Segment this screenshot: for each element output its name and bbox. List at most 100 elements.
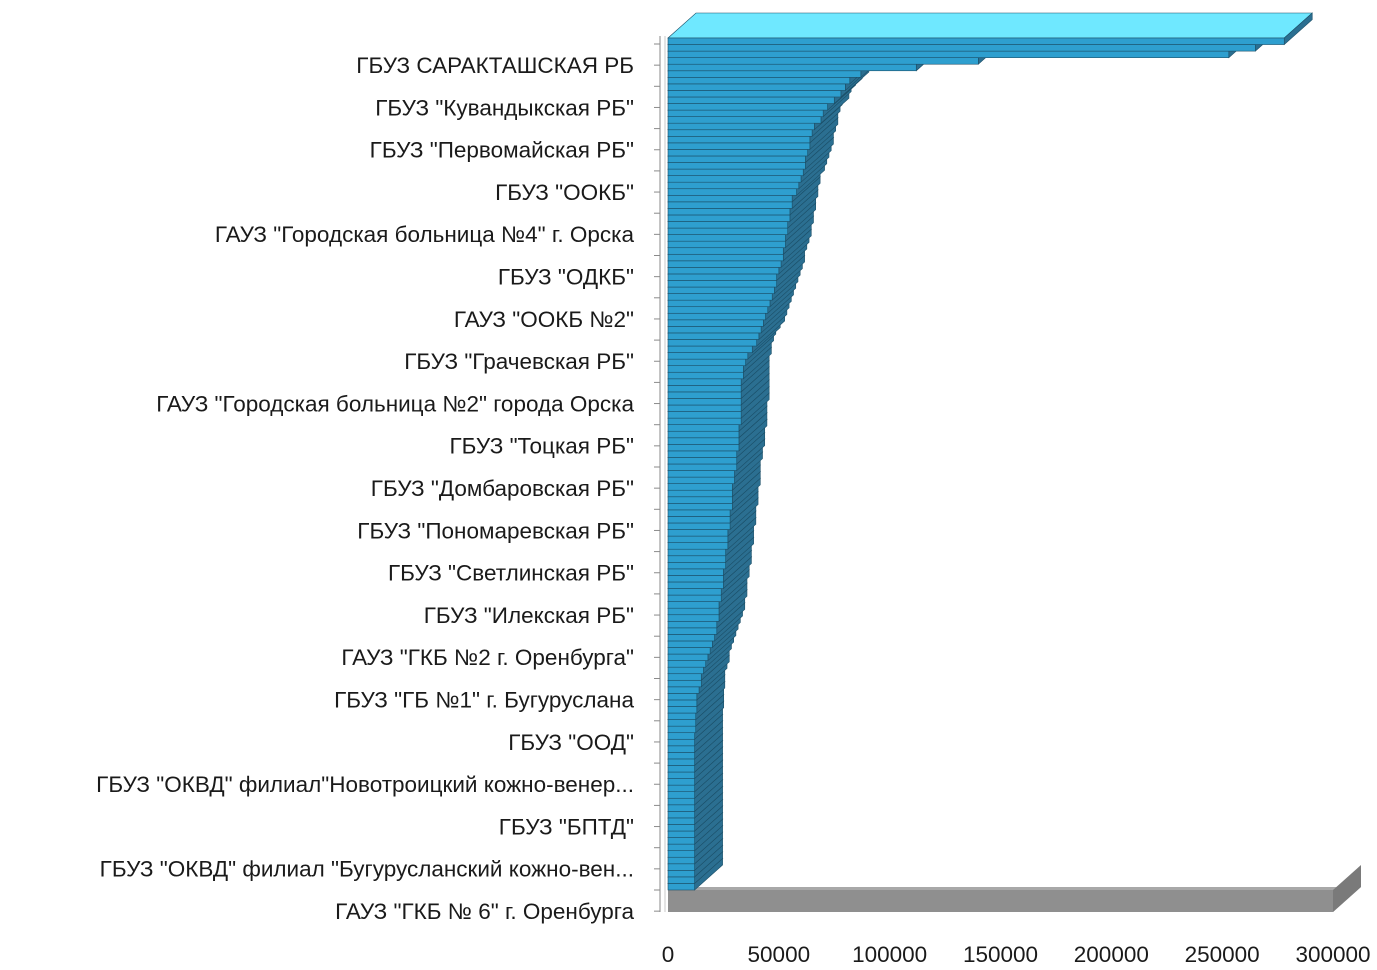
category-label: ГБУЗ "БПТД"	[499, 814, 634, 839]
bar-front-face	[667, 227, 788, 235]
bar-front-face	[667, 476, 735, 484]
bar-front-face	[667, 122, 815, 131]
bar-front-face	[667, 267, 780, 275]
bar-front-face	[667, 352, 749, 360]
bar-front-face	[667, 470, 735, 478]
bar-front-face	[667, 568, 724, 576]
bar-front-face	[667, 293, 773, 301]
bar-front-face	[667, 142, 811, 150]
bar-front-face	[667, 136, 811, 144]
bar-front-face	[667, 542, 729, 550]
category-label: ГБУЗ "ООД"	[508, 730, 634, 755]
bar-front-face	[667, 489, 733, 498]
bar-front-face	[667, 437, 740, 445]
bar-front-face	[667, 817, 695, 825]
bar-front-face	[667, 273, 777, 281]
bar-front-face	[667, 63, 917, 72]
bar-front-face	[667, 326, 762, 334]
bar-front-face	[667, 725, 697, 734]
bar-front-face	[667, 666, 704, 675]
bar-front-face	[667, 411, 742, 419]
category-label: ГБУЗ "ГБ №1" г. Бугуруслана	[334, 688, 634, 713]
bar-front-face	[667, 404, 742, 412]
bar-front-face	[667, 719, 697, 727]
bar-front-face	[667, 457, 738, 465]
bar-top-face	[667, 12, 1314, 39]
bar-front-face	[667, 797, 695, 806]
bar-front-face	[667, 784, 695, 792]
bar-front-face	[667, 562, 726, 570]
bar-front-face	[667, 417, 742, 425]
category-label: ГБУЗ "Кувандыкская РБ"	[375, 95, 634, 120]
bar-front-face	[667, 44, 1256, 52]
floor-side	[1333, 865, 1361, 912]
bar-front-face	[667, 555, 726, 563]
bar-front-face	[667, 640, 713, 648]
bar-front-face	[667, 522, 731, 530]
category-label: ГБУЗ "ОДКБ"	[498, 265, 634, 290]
bar-front-face	[667, 824, 695, 832]
category-label: ГБУЗ "ОКВД" филиал"Новотроицкий кожно-ве…	[96, 772, 634, 797]
bar-front-face	[667, 312, 766, 321]
bar-front-face	[667, 371, 744, 380]
bar-front-face	[667, 601, 720, 609]
bar-front-face	[667, 339, 757, 347]
bar-front-face	[667, 804, 695, 812]
x-tick-label: 150000	[963, 942, 1038, 965]
bar-front-face	[667, 50, 1230, 58]
bar-front-face	[667, 634, 715, 642]
bar-front-face	[667, 247, 784, 255]
bar-front-face	[667, 345, 753, 353]
bar-front-face	[667, 299, 771, 308]
category-label: ГБУЗ "Пономаревская РБ"	[357, 518, 634, 543]
bar-front-face	[667, 286, 775, 294]
bar-front-face	[667, 175, 802, 183]
category-label: ГАУЗ "Городская больница №2" города Орск…	[156, 391, 634, 416]
bar-front-face	[667, 503, 733, 511]
bar-front-face	[667, 837, 695, 845]
bar-front-face	[667, 752, 695, 760]
category-label: ГАУЗ "ГКБ № 6" г. Оренбурга	[335, 899, 634, 924]
bar-front-face	[667, 57, 979, 65]
bar-front-face	[667, 791, 695, 799]
bar-front-face	[667, 516, 731, 524]
bar-front-face	[667, 843, 695, 851]
bar-front-face	[667, 194, 793, 203]
bar-front-face	[667, 876, 695, 884]
bar-front-face	[667, 693, 698, 701]
bar-front-face	[667, 673, 702, 681]
bar-front-face	[667, 234, 786, 242]
bar-front-face	[667, 103, 828, 111]
bar-front-face	[667, 856, 695, 865]
category-label: ГБУЗ "Илекская РБ"	[424, 603, 634, 628]
bar-front-face	[667, 162, 806, 170]
bar-front-face	[667, 581, 724, 589]
bar-front-face	[667, 214, 791, 222]
bar-front-face	[667, 188, 797, 196]
bar-front-face	[667, 181, 800, 190]
bar-front-face	[667, 424, 740, 432]
category-label: ГАУЗ "Городская больница №4" г. Орска	[215, 222, 635, 247]
bar-front-face	[667, 385, 742, 393]
bar-front-face	[667, 332, 760, 340]
bar	[667, 12, 1314, 46]
bar-front-face	[667, 647, 711, 655]
bar-front-face	[667, 221, 788, 229]
bar-front-face	[667, 594, 722, 602]
bar-front-face	[667, 430, 740, 439]
bar-front-face	[667, 77, 851, 85]
category-label: ГБУЗ "Домбаровская РБ"	[371, 476, 634, 501]
bar-series	[667, 12, 1314, 891]
bar-front-face	[667, 260, 782, 268]
bar-front-face	[667, 378, 742, 386]
bar-front-face	[667, 280, 777, 288]
x-tick-label: 50000	[748, 942, 811, 965]
category-label: ГБУЗ "Тоцкая РБ"	[450, 434, 635, 459]
x-tick-label: 200000	[1074, 942, 1149, 965]
bar-front-face	[667, 588, 722, 596]
floor-front	[668, 890, 1333, 912]
category-label: ГБУЗ САРАКТАШСКАЯ РБ	[356, 53, 634, 78]
bar-front-face	[667, 771, 695, 779]
